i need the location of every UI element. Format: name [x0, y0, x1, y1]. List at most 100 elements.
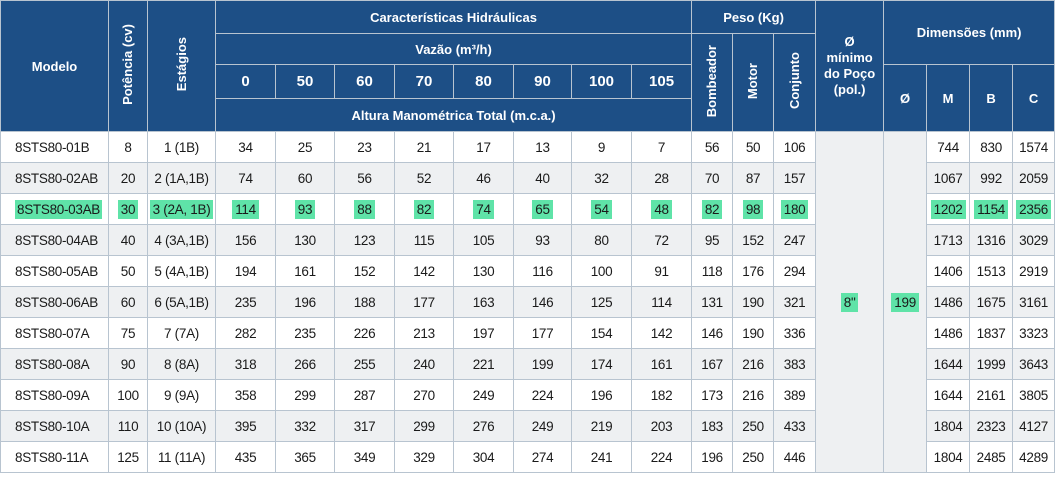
- cell-altura-value: 65: [532, 199, 553, 219]
- cell-potencia-value: 50: [120, 263, 136, 279]
- cell-altura-value: 213: [413, 325, 435, 341]
- header-dim-b: B: [969, 64, 1014, 132]
- cell-altura-value: 152: [353, 263, 376, 279]
- cell-conjunto: 321: [773, 286, 817, 318]
- cell-estagios-value: 7 (7A): [164, 325, 199, 341]
- cell-altura-value: 125: [590, 294, 613, 310]
- cell-altura-value: 114: [651, 294, 672, 310]
- header-poco: Ø mínimo do Poço (pol.): [815, 0, 885, 132]
- dim-phi-value: 199: [891, 292, 919, 312]
- cell-altura: 40: [513, 162, 572, 194]
- cell-modelo-value: 8STS80-06AB: [15, 294, 98, 310]
- cell-altura-value: 154: [590, 325, 613, 341]
- header-bombeador: Bombeador: [691, 33, 734, 132]
- header-modelo: Modelo: [0, 0, 109, 132]
- cell-altura: 219: [571, 410, 632, 442]
- cell-altura: 116: [513, 255, 572, 287]
- cell-dim-c: 2919: [1012, 255, 1056, 287]
- cell-dim-b-value: 2485: [976, 449, 1006, 465]
- cell-potencia-value: 125: [117, 449, 139, 465]
- cell-dim-c-value: 4127: [1019, 418, 1049, 434]
- cell-altura-value: 130: [472, 263, 495, 279]
- cell-dim-m-value: 1406: [933, 263, 963, 279]
- header-dim-c: C: [1012, 64, 1056, 132]
- cell-dim-c-value: 2356: [1016, 199, 1052, 219]
- flow-header: 50: [275, 64, 335, 99]
- cell-dim-m-value: 1486: [933, 294, 963, 310]
- cell-altura-value: 161: [294, 263, 316, 279]
- cell-motor: 250: [732, 441, 775, 473]
- cell-altura: 304: [453, 441, 514, 473]
- cell-potencia-value: 40: [120, 232, 136, 248]
- cell-altura-value: 241: [590, 449, 613, 465]
- cell-altura: 221: [453, 348, 514, 380]
- table-row: 8STS80-03AB 30 3 (2A, 1B) 114 93 88 82 74 65 54 48…: [0, 193, 1056, 225]
- cell-bombeador: 196: [691, 441, 734, 473]
- cell-bombeador-value: 146: [701, 325, 723, 341]
- cell-conjunto: 180: [773, 193, 817, 225]
- cell-altura: 282: [215, 317, 276, 349]
- pump-spec-table: Modelo Potência (cv) Estágios Caracterís…: [0, 0, 1056, 473]
- cell-bombeador-value: 196: [701, 449, 723, 465]
- cell-motor-value: 50: [745, 139, 761, 155]
- cell-altura-value: 156: [234, 232, 257, 248]
- cell-altura: 46: [453, 162, 514, 194]
- cell-altura-value: 100: [590, 263, 613, 279]
- cell-bombeador: 146: [691, 317, 734, 349]
- cell-conjunto: 294: [773, 255, 817, 287]
- cell-altura-value: 13: [535, 139, 550, 155]
- cell-dim-b: 1316: [969, 224, 1014, 256]
- cell-altura: 235: [215, 286, 276, 318]
- cell-dim-c-value: 3323: [1019, 325, 1049, 341]
- cell-dim-b: 2161: [969, 379, 1014, 411]
- cell-motor: 87: [732, 162, 775, 194]
- cell-estagios-value: 9 (9A): [164, 387, 199, 403]
- cell-conjunto-value: 180: [780, 199, 809, 219]
- cell-dim-c: 3805: [1012, 379, 1056, 411]
- cell-altura: 435: [215, 441, 276, 473]
- cell-altura: 115: [394, 224, 454, 256]
- cell-altura-value: 274: [531, 449, 554, 465]
- cell-motor: 98: [732, 193, 775, 225]
- cell-altura: 105: [453, 224, 514, 256]
- cell-motor-value: 98: [742, 199, 764, 219]
- cell-motor-value: 190: [742, 325, 764, 341]
- cell-potencia-value: 60: [120, 294, 136, 310]
- cell-altura-value: 182: [650, 387, 673, 403]
- cell-altura: 93: [275, 193, 335, 225]
- cell-altura: 161: [275, 255, 335, 287]
- table-body: 8STS80-01B 8 1 (1B) 34 25 23 21 17 13 9 7 56 50 106 8"…: [0, 131, 1056, 473]
- flow-header: 80: [453, 64, 514, 99]
- cell-modelo: 8STS80-06AB: [0, 286, 109, 318]
- cell-altura: 9: [571, 131, 632, 163]
- cell-modelo-value: 8STS80-02AB: [15, 170, 98, 186]
- cell-altura-value: 91: [654, 263, 669, 279]
- header-vazao: Vazão (m³/h): [214, 33, 693, 65]
- cell-motor-value: 190: [742, 294, 764, 310]
- header-altura: Altura Manométrica Total (m.c.a.): [214, 98, 693, 132]
- cell-altura-value: 318: [234, 356, 257, 372]
- table-row: 8STS80-01B 8 1 (1B) 34 25 23 21 17 13 9 7 56 50 106 8"…: [0, 131, 1056, 473]
- cell-motor-value: 87: [745, 170, 761, 186]
- cell-dim-m: 1486: [926, 317, 971, 349]
- cell-dim-c: 3029: [1012, 224, 1056, 256]
- flow-header: 100: [571, 64, 632, 99]
- cell-bombeador-value: 70: [704, 170, 720, 186]
- cell-motor-value: 152: [742, 232, 764, 248]
- cell-altura-value: 219: [590, 418, 613, 434]
- cell-dim-m-value: 1804: [933, 449, 963, 465]
- cell-altura-value: 34: [238, 139, 253, 155]
- cell-altura-value: 177: [531, 325, 554, 341]
- table-row: 8STS80-04AB 40 4 (3A,1B) 156 130 123 115 105 93 8…: [0, 224, 1056, 256]
- cell-conjunto-value: 336: [783, 325, 806, 341]
- cell-altura-value: 60: [297, 170, 313, 186]
- cell-dim-phi: 199: [883, 131, 928, 473]
- cell-bombeador: 183: [691, 410, 734, 442]
- cell-modelo-value: 8STS80-01B: [15, 139, 90, 155]
- cell-conjunto-value: 106: [783, 139, 806, 155]
- cell-altura-value: 105: [472, 232, 495, 248]
- cell-bombeador: 82: [691, 193, 734, 225]
- cell-dim-c: 2059: [1012, 162, 1056, 194]
- cell-bombeador: 173: [691, 379, 734, 411]
- flow-header: 90: [513, 64, 572, 99]
